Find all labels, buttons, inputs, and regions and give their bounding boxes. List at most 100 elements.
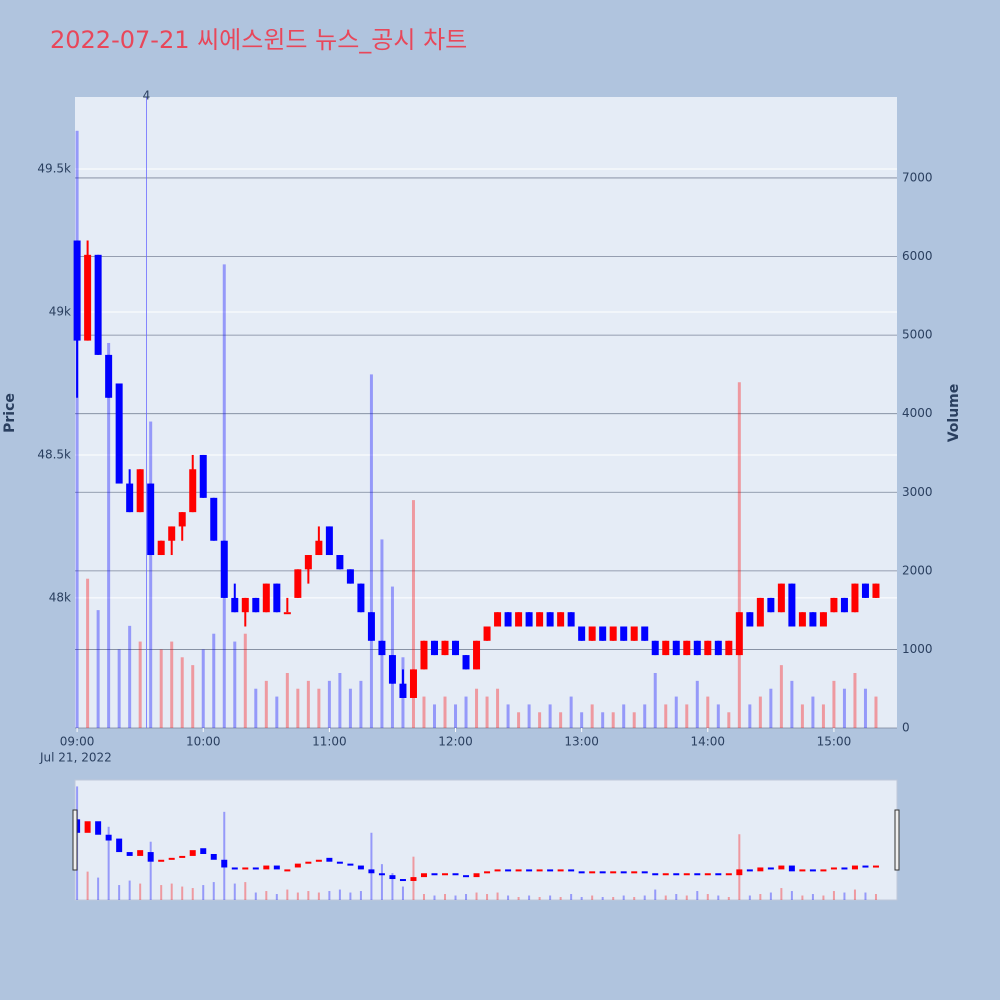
volume-bar [811, 696, 815, 728]
slider-volume-bar [307, 891, 310, 900]
slider-candle [105, 834, 112, 841]
x-tick-label: 09:00 [60, 735, 95, 749]
slider-candle [862, 865, 869, 868]
volume-bar [653, 672, 657, 728]
slider-candle [294, 863, 301, 868]
volume-bar [685, 704, 689, 728]
slider-handle[interactable] [72, 809, 78, 871]
slider-candle [841, 867, 848, 870]
candle-body [367, 612, 375, 641]
y2-tick-label: 6000 [902, 249, 933, 263]
y-axis-title: Price [2, 393, 18, 433]
volume-bar [664, 704, 668, 728]
volume-bar [716, 704, 720, 728]
volume-bar [159, 649, 163, 728]
candle-body [325, 526, 333, 556]
slider-handle[interactable] [894, 809, 900, 871]
slider-volume-bar [706, 894, 709, 900]
slider-candle [851, 865, 858, 870]
candle-body [294, 569, 302, 598]
candle-body [788, 583, 796, 627]
x-tick-label: 13:00 [564, 735, 599, 749]
x-tick-label: 10:00 [186, 735, 221, 749]
slider-candle [189, 850, 196, 856]
y2-axis-title: Volume [946, 384, 962, 443]
candle-body [336, 555, 344, 570]
candle-body [725, 640, 733, 656]
y2-tick-label: 7000 [902, 170, 933, 184]
slider-volume-bar [286, 889, 289, 900]
slider-candle [620, 871, 627, 874]
candle-body [599, 626, 607, 641]
slider-volume-bar [769, 892, 772, 900]
volume-bar [674, 696, 678, 728]
slider-volume-bar [517, 897, 520, 900]
slider-candle [536, 869, 543, 872]
candle-body [777, 583, 785, 613]
slider-candle [137, 850, 144, 856]
volume-bar [475, 688, 479, 728]
slider-candle [442, 873, 449, 876]
x-date-label: Jul 21, 2022 [39, 751, 112, 765]
volume-bar [254, 688, 258, 728]
slider-volume-bar [864, 892, 867, 900]
volume-bar [874, 696, 878, 728]
volume-bar [800, 704, 804, 728]
slider-candle [452, 873, 459, 876]
volume-bar [853, 672, 857, 728]
slider-volume-bar [296, 892, 299, 900]
slider-volume-bar [801, 895, 804, 900]
slider-volume-bar [559, 897, 562, 900]
slider-volume-bar [433, 895, 436, 900]
y2-tick-label: 3000 [902, 485, 933, 499]
slider-volume-bar [811, 894, 814, 900]
volume-bar [317, 688, 321, 728]
volume-bar [485, 696, 489, 728]
slider-candle [799, 869, 806, 872]
slider-volume-bar [538, 897, 541, 900]
volume-bar [327, 680, 331, 728]
volume-bar [601, 712, 605, 728]
volume-bar [338, 672, 342, 728]
slider-candle [147, 852, 154, 862]
candle-body [178, 512, 186, 527]
y2-tick-label: 4000 [902, 406, 933, 420]
candle-body [304, 555, 312, 570]
slider-candle [505, 869, 512, 872]
slider-volume-bar [549, 895, 552, 900]
candle-body [557, 612, 565, 627]
volume-bar [296, 688, 300, 728]
slider-candle [715, 873, 722, 876]
slider-volume-bar [748, 895, 751, 900]
volume-bar [201, 649, 205, 728]
candle-body [578, 626, 586, 641]
slider-candle [410, 877, 417, 881]
candle-body [756, 597, 764, 627]
candle-body [168, 526, 176, 541]
range-slider[interactable] [74, 779, 898, 901]
slider-volume-bar [265, 891, 268, 900]
slider-volume-bar [349, 892, 352, 900]
slider-volume-bar [128, 880, 131, 900]
slider-candle [336, 861, 343, 864]
slider-candle [84, 821, 91, 833]
slider-volume-bar [780, 888, 783, 900]
candle-body [441, 640, 449, 656]
candle-body [136, 469, 144, 513]
candle-body [430, 640, 438, 656]
slider-volume-bar [118, 885, 121, 900]
candle-body [672, 640, 680, 656]
candle-body [399, 683, 407, 698]
candle-body [620, 626, 628, 641]
slider-candle [431, 873, 438, 876]
volume-bar [306, 680, 310, 728]
slider-candle [736, 869, 743, 876]
slider-candle [347, 863, 354, 866]
slider-candle [830, 867, 837, 870]
candle-body [714, 640, 722, 656]
slider-candle [305, 861, 312, 864]
slider-volume-bar [759, 894, 762, 900]
candle-body [452, 640, 460, 656]
slider-candle [494, 869, 501, 872]
